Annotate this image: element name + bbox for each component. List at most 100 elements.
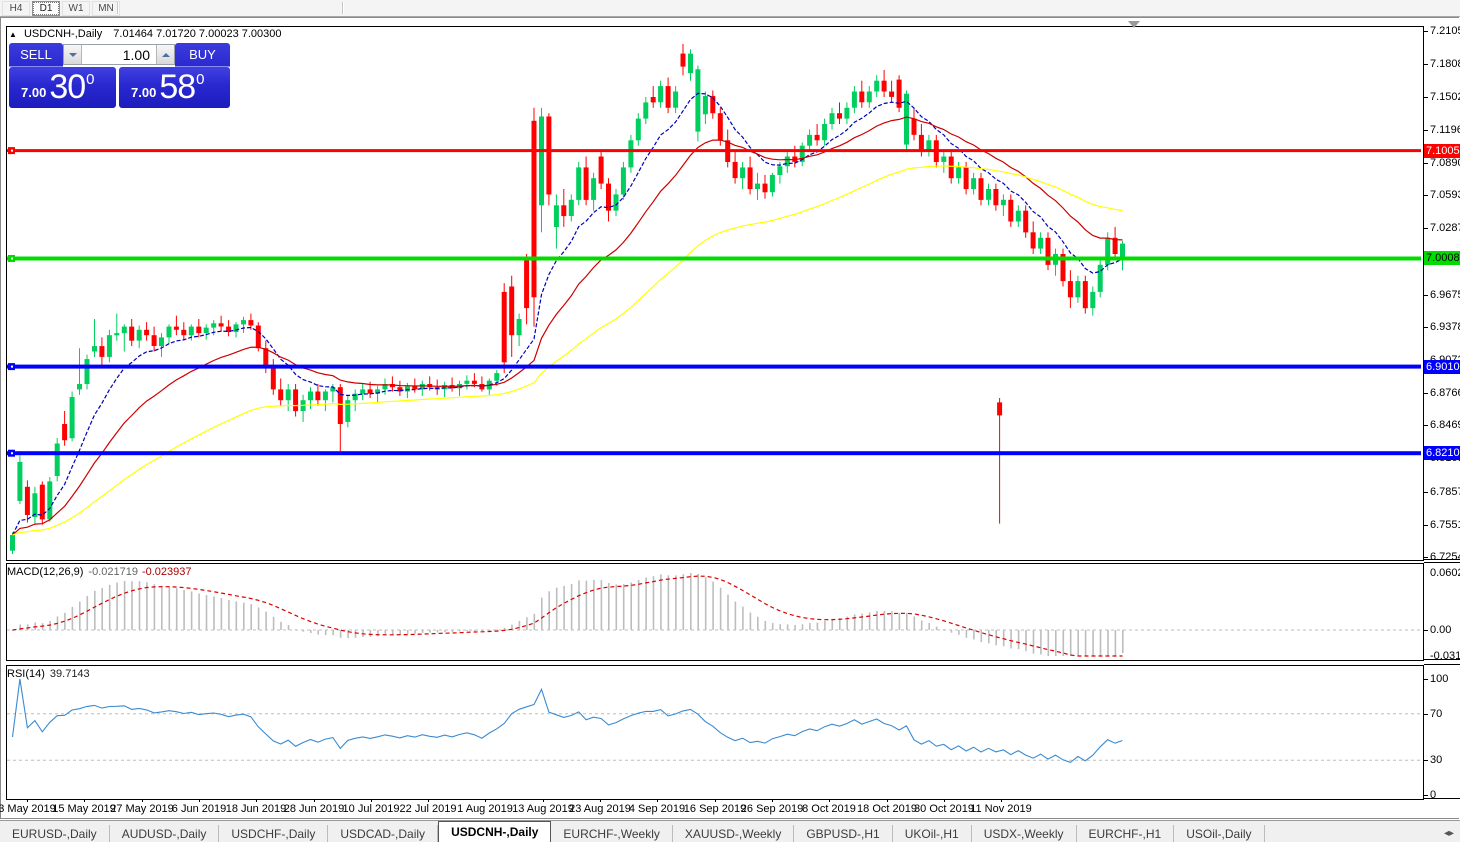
hline-6.90100[interactable] (7, 364, 1421, 369)
tab-scroll-right-icon[interactable]: ▸ (1448, 827, 1454, 839)
rsi-tick (1424, 760, 1428, 761)
price-label: 6.72540 (1430, 551, 1460, 563)
timeframe-toolbar: H4 D1 W1 MN (0, 0, 1460, 17)
chart-shift-triangle-icon[interactable] (1128, 21, 1140, 28)
macd-chart[interactable] (7, 564, 1421, 658)
volume-stepper (63, 44, 175, 65)
price-tick (1424, 228, 1428, 229)
date-label: 18 Jun 2019 (225, 803, 287, 815)
tab-scroll-left-icon[interactable]: ◂ (1443, 827, 1449, 839)
rsi-tick (1424, 795, 1428, 796)
price-tag-6.90100: 6.90100 (1424, 360, 1460, 374)
price-label: 7.02870 (1430, 222, 1460, 234)
tf-button-mn[interactable]: MN (92, 0, 120, 16)
one-click-trade-panel: SELL BUY 7.00 30 0 7.00 58 0 (9, 43, 230, 108)
chevron-up-icon (161, 52, 170, 57)
date-tick (199, 799, 200, 802)
macd-axis-min: -0.03172 (1430, 650, 1460, 662)
date-tick (142, 799, 143, 802)
chart-tab-usdchfdaily[interactable]: USDCHF-,Daily (219, 825, 329, 842)
buy-price-panel[interactable]: 7.00 58 0 (119, 67, 230, 108)
volume-input[interactable] (82, 45, 156, 64)
axis-separator-line (1424, 798, 1460, 799)
price-axis[interactable]: 7.21050 7.18080 7.15020 7.11960 7.08900 7.059… (1424, 18, 1460, 818)
hline-7.00089[interactable] (7, 256, 1421, 261)
tf-button-w1[interactable]: W1 (62, 0, 90, 16)
date-label: 11 Nov 2019 (970, 803, 1032, 815)
sell-price-pips: 30 (49, 68, 86, 106)
sell-button[interactable]: SELL (9, 43, 63, 67)
chart-tab-gbpusdh1[interactable]: GBPUSD-,H1 (794, 825, 893, 842)
date-label: 22 Jul 2019 (399, 803, 457, 815)
rsi-tick (1424, 679, 1428, 680)
sell-price-panel[interactable]: 7.00 30 0 (9, 67, 116, 108)
hline-7.10051[interactable] (7, 149, 1421, 153)
chart-tab-eurusddaily[interactable]: EURUSD-,Daily (0, 825, 110, 842)
axis-separator-line (1424, 559, 1460, 560)
date-label: 15 May 2019 (52, 803, 116, 815)
date-tick (428, 799, 429, 802)
price-tag-7.10051: 7.10051 (1424, 144, 1460, 158)
moving-average-55 (12, 165, 1123, 536)
date-label: 16 Sep 2019 (683, 803, 747, 815)
hline-6.82103[interactable] (7, 451, 1421, 456)
chart-tab-eurchfh1[interactable]: EURCHF-,H1 (1077, 825, 1175, 842)
date-label: 6 Jun 2019 (171, 803, 227, 815)
date-label: 26 Sep 2019 (740, 803, 804, 815)
toolbar-divider (117, 2, 118, 14)
price-tag-7.00089: 7.00089 (1424, 251, 1460, 265)
date-tick (256, 799, 257, 802)
date-axis[interactable]: 3 May 2019 15 May 2019 27 May 2019 6 Jun 20… (0, 799, 1424, 818)
tf-button-h4[interactable]: H4 (2, 0, 30, 16)
date-tick (829, 799, 830, 802)
volume-decrease-button[interactable] (64, 45, 82, 64)
buy-button[interactable]: BUY (175, 43, 230, 67)
price-tick (1424, 393, 1428, 394)
chart-tab-ukoilh1[interactable]: UKOil-,H1 (893, 825, 972, 842)
price-label: 7.15020 (1430, 91, 1460, 103)
rsi-chart[interactable] (7, 666, 1421, 797)
chart-tab-usoildaily[interactable]: USOil-,Daily (1174, 825, 1265, 842)
main-chart-pane[interactable] (6, 26, 1424, 561)
price-tick (1424, 425, 1428, 426)
chart-tab-usdcnhdaily[interactable]: USDCNH-,Daily (438, 821, 552, 842)
date-label: 10 Jul 2019 (342, 803, 400, 815)
chart-tab-eurchfweekly[interactable]: EURCHF-,Weekly (551, 825, 673, 842)
chart-tab-usdcaddaily[interactable]: USDCAD-,Daily (328, 825, 439, 842)
chart-tab-audusddaily[interactable]: AUDUSD-,Daily (110, 825, 220, 842)
macd-signal-value: -0.023937 (141, 566, 192, 578)
candlestick-chart[interactable] (7, 27, 1421, 558)
date-tick (485, 799, 486, 802)
date-label: 8 Oct 2019 (802, 803, 856, 815)
volume-increase-button[interactable] (156, 45, 174, 64)
sell-price-point: 0 (86, 71, 95, 88)
date-label: 13 Aug 2019 (512, 803, 574, 815)
date-label: 23 Aug 2019 (569, 803, 631, 815)
axis-separator-line (1424, 659, 1460, 660)
chart-tab-xauusdweekly[interactable]: XAUUSD-,Weekly (673, 825, 795, 842)
date-label: 18 Oct 2019 (857, 803, 917, 815)
date-tick (657, 799, 658, 802)
price-label: 6.75510 (1430, 519, 1460, 531)
collapse-triangle-icon[interactable]: ▲ (9, 30, 17, 39)
price-label: 7.08900 (1430, 157, 1460, 169)
tf-button-d1[interactable]: D1 (32, 0, 60, 16)
price-tick (1424, 163, 1428, 164)
candles-layer (10, 43, 1125, 554)
date-label: 4 Sep 2019 (628, 803, 686, 815)
macd-signal-line (12, 575, 1123, 657)
macd-pane[interactable] (6, 563, 1424, 661)
chart-ohlc-values: 7.01464 7.01720 7.00023 7.00300 (113, 28, 282, 40)
price-tick (1424, 195, 1428, 196)
rsi-value: 39.7143 (49, 668, 90, 680)
chart-tab-usdxweekly[interactable]: USDX-,Weekly (972, 825, 1077, 842)
price-tick (1424, 525, 1428, 526)
date-tick (84, 799, 85, 802)
chart-symbol-period: USDCNH-,Daily (23, 28, 103, 40)
macd-axis-zero: 0.00 (1430, 624, 1452, 636)
moving-average-9 (11, 92, 1123, 536)
price-tick (1424, 130, 1428, 131)
price-tick (1424, 327, 1428, 328)
rsi-pane[interactable] (6, 665, 1424, 800)
